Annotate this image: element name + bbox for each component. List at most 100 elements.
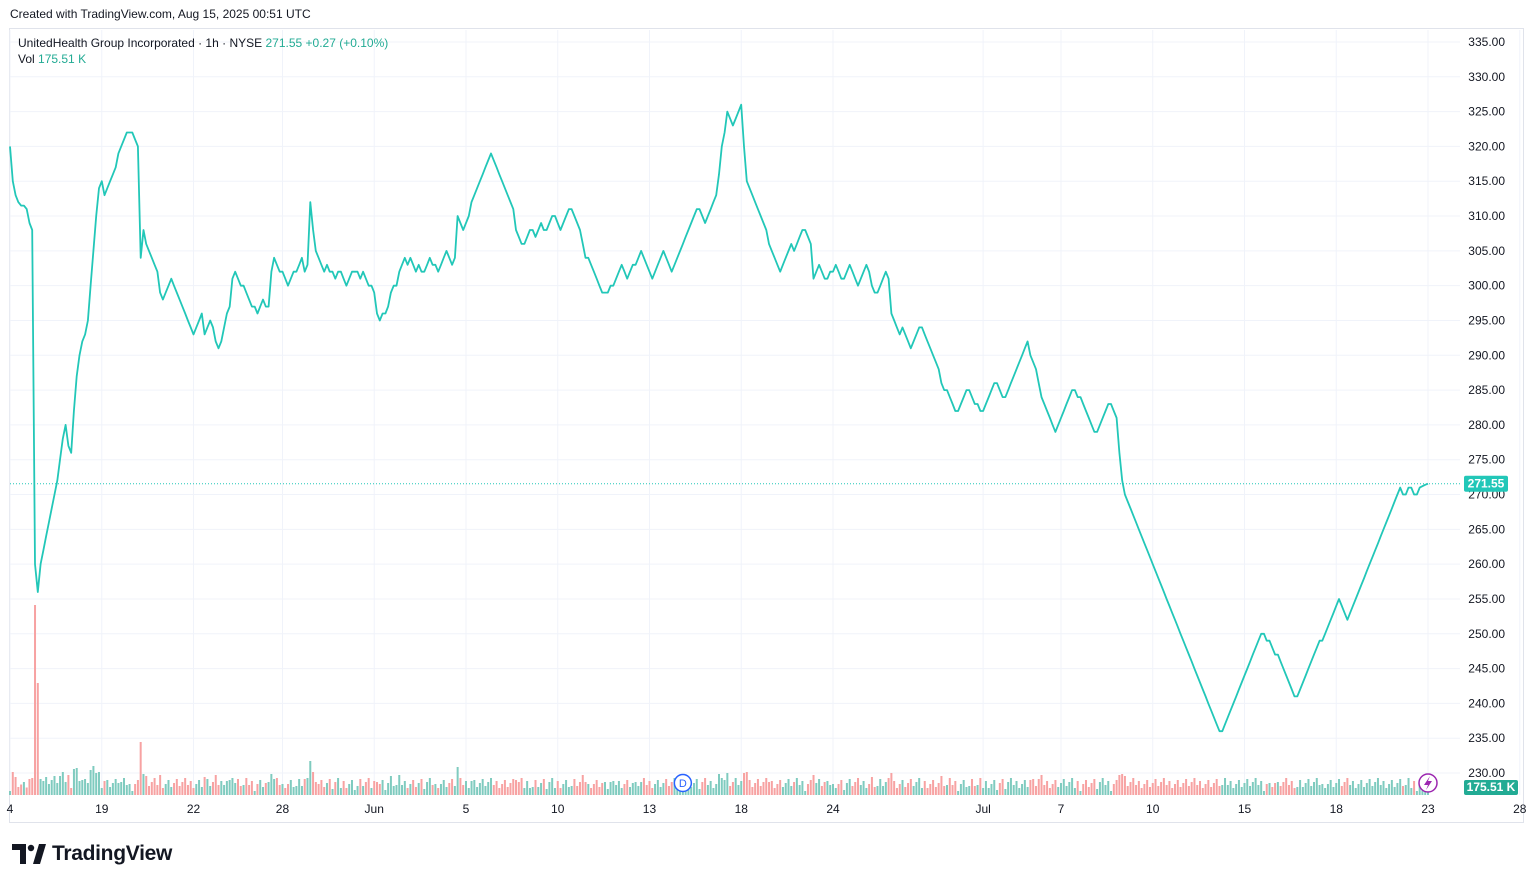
volume-bar <box>442 780 445 795</box>
volume-bar <box>75 768 78 795</box>
volume-bar <box>578 782 581 795</box>
volume-bar <box>1076 781 1079 795</box>
volume-bar <box>1073 788 1076 795</box>
volume-bar <box>501 784 504 795</box>
volume-bar <box>387 783 390 795</box>
volume-bar <box>367 778 370 795</box>
volume-bar <box>428 778 431 795</box>
x-tick-label: 19 <box>95 802 109 816</box>
volume-bar <box>629 787 632 795</box>
volume-bar <box>348 784 351 795</box>
volume-bar <box>548 782 551 795</box>
volume-bar <box>731 782 734 795</box>
volume-badge-label: 175.51 K <box>1467 780 1516 794</box>
volume-bar <box>248 785 251 795</box>
volume-bar <box>1115 780 1118 795</box>
volume-bar <box>879 779 882 795</box>
volume-bar <box>1201 788 1204 795</box>
tradingview-mark-icon <box>12 844 46 864</box>
time-axis: 4192228Jun510131824Jul71015182328Aug6111… <box>7 802 1527 816</box>
volume-bar <box>945 785 948 795</box>
volume-bar <box>451 779 454 795</box>
volume-bar <box>111 783 114 795</box>
volume-bar <box>1118 775 1121 795</box>
volume-bar <box>406 788 409 795</box>
volume-bar <box>381 780 384 795</box>
volume-bar <box>1318 785 1321 795</box>
volume-bar <box>784 783 787 795</box>
volume-bar <box>150 782 153 795</box>
volume-bar <box>537 787 540 795</box>
volume-bar <box>1112 784 1115 795</box>
volume-bar <box>434 784 437 795</box>
volume-bar <box>267 782 270 795</box>
volume-bar <box>1251 782 1254 795</box>
volume-bar <box>1173 784 1176 795</box>
volume-bar <box>1232 788 1235 795</box>
volume-bar <box>1021 784 1024 795</box>
volume-bar <box>873 787 876 795</box>
volume-bar <box>737 785 740 795</box>
y-tick-label: 265.00 <box>1468 522 1505 536</box>
volume-bar <box>278 785 281 795</box>
x-tick-label: 28 <box>276 802 290 816</box>
volume-bar <box>1349 785 1352 795</box>
volume-bar <box>1307 779 1310 795</box>
volume-bar <box>815 783 818 795</box>
y-tick-label: 260.00 <box>1468 557 1505 571</box>
last-price-value: 271.55 <box>265 36 303 50</box>
x-tick-label: 10 <box>1146 802 1160 816</box>
volume-bar <box>1226 785 1229 795</box>
volume-bar <box>503 780 506 795</box>
x-tick-label: Jun <box>365 802 384 816</box>
volume-bar <box>106 780 109 795</box>
volume-bar <box>893 781 896 795</box>
volume-label[interactable]: Vol <box>18 52 35 66</box>
volume-bar <box>1107 781 1110 795</box>
volume-bar <box>420 779 423 795</box>
volume-bar <box>965 787 968 795</box>
volume-bar <box>1126 786 1129 795</box>
volume-bar <box>1332 787 1335 795</box>
volume-bar <box>464 781 467 795</box>
volume-bar <box>907 783 910 795</box>
volume-bar <box>1415 791 1418 795</box>
symbol-title[interactable]: UnitedHealth Group Incorporated · 1h · N… <box>18 36 263 50</box>
volume-bar <box>848 779 851 795</box>
tradingview-logo[interactable]: TradingView <box>12 842 172 866</box>
volume-bar <box>350 780 353 795</box>
volume-bar <box>520 778 523 795</box>
volume-bar <box>270 774 273 795</box>
volume-bar <box>662 783 665 795</box>
volume-bar <box>1374 782 1377 795</box>
volume-bar <box>1293 788 1296 795</box>
x-tick-label: 13 <box>643 802 657 816</box>
volume-bar <box>592 784 595 795</box>
volume-bar <box>45 777 48 795</box>
volume-bar <box>25 787 28 795</box>
volume-bar <box>573 779 576 795</box>
volume-bar <box>540 783 543 795</box>
volume-bar <box>42 781 45 795</box>
volume-bar <box>264 783 267 795</box>
volume-bar <box>670 782 673 795</box>
volume-bar <box>584 782 587 795</box>
volume-bar <box>798 785 801 795</box>
volume-bar <box>356 786 359 795</box>
volume-bar <box>167 780 170 795</box>
volume-bar <box>206 779 209 795</box>
volume-bar <box>1079 791 1082 795</box>
volume-bar <box>481 779 484 795</box>
volume-bar <box>125 785 128 795</box>
volume-bar <box>651 788 654 795</box>
volume-bar <box>47 784 50 795</box>
dividend-marker-label: D <box>679 778 687 790</box>
volume-bar <box>509 783 512 795</box>
volume-bar <box>306 778 309 795</box>
volume-bar <box>868 784 871 795</box>
volume-bar <box>1385 788 1388 795</box>
x-tick-label: 5 <box>463 802 470 816</box>
y-tick-label: 325.00 <box>1468 105 1505 119</box>
volume-bar <box>287 784 290 795</box>
